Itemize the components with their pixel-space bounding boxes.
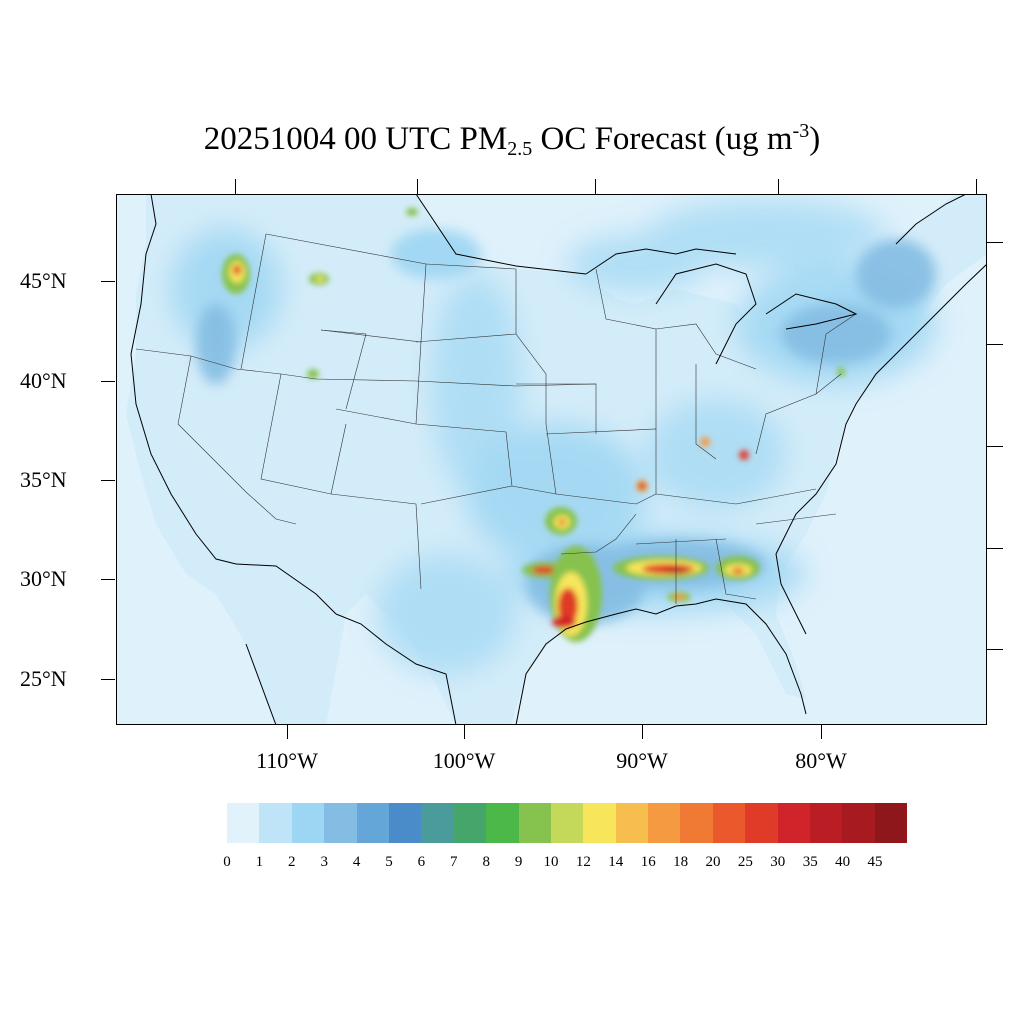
- colorbar-label: 8: [482, 854, 490, 870]
- colorbar-cell: [842, 803, 875, 843]
- colorbar-label: 30: [770, 854, 786, 870]
- hotspot-mississippi: [613, 556, 709, 580]
- hotspot-arkansas: [545, 507, 577, 535]
- colorbar-cell: [518, 803, 551, 843]
- lon-tick: [287, 725, 288, 739]
- right-tick: [987, 242, 1003, 243]
- colorbar-label: 45: [867, 854, 883, 870]
- lat-label-35: 35°N: [20, 467, 67, 492]
- top-tick: [417, 179, 418, 194]
- colorbar-cell: [356, 803, 389, 843]
- colorbar-label: 3: [320, 854, 328, 870]
- lat-tick: [101, 579, 115, 580]
- colorbar-cell: [291, 803, 325, 843]
- colorbar-cell: [421, 803, 454, 843]
- right-tick: [987, 649, 1003, 650]
- lon-label-110w: 110°W: [256, 748, 318, 773]
- colorbar-cell: [453, 803, 487, 843]
- lon-label-90w: 90°W: [616, 748, 668, 773]
- colorbar-cell: [777, 803, 811, 843]
- lat-tick: [101, 480, 115, 481]
- lon-tick: [464, 725, 465, 739]
- colorbar-label: 10: [543, 854, 559, 870]
- colorbar-label: 12: [575, 854, 591, 870]
- lon-label-100w: 100°W: [432, 748, 496, 773]
- lat-label-45: 45°N: [20, 268, 67, 293]
- colorbar-cell: [712, 803, 746, 843]
- hotspot-idaho: [309, 273, 329, 285]
- colorbar-label: 14: [608, 854, 624, 870]
- colorbar-label: 7: [450, 854, 458, 870]
- forecast-map: [116, 193, 988, 726]
- colorbar-cell: [259, 803, 292, 843]
- colorbar-cell: [810, 803, 843, 843]
- colorbar-label: 2: [288, 854, 296, 870]
- right-tick: [987, 344, 1003, 345]
- colorbar-cell: [227, 803, 260, 843]
- colorbar-label: 6: [417, 854, 426, 870]
- colorbar-label: 4: [352, 854, 361, 870]
- coastline: [130, 193, 988, 726]
- hotspot-alabama: [667, 592, 691, 602]
- hotspot-east-texas: [522, 546, 602, 642]
- lat-label-25: 25°N: [20, 666, 67, 691]
- hotspot-tennessee: [636, 480, 648, 492]
- lon-tick: [821, 725, 822, 739]
- map-title: 20251004 00 UTC PM2.5 OC Forecast (ug m-…: [203, 120, 821, 160]
- lat-tick: [101, 381, 115, 382]
- colorbar-cell: [680, 803, 713, 843]
- lon-tick: [642, 725, 643, 739]
- right-tick: [987, 446, 1003, 447]
- colorbar-cell: [874, 803, 908, 843]
- colorbar-label: 9: [514, 854, 523, 870]
- colorbar-label: 20: [705, 854, 721, 870]
- top-tick: [235, 179, 236, 194]
- hotspot-northeast: [406, 208, 845, 377]
- hotspot-georgia: [716, 556, 760, 580]
- colorbar: [227, 803, 908, 843]
- colorbar-label: 0: [223, 854, 231, 870]
- colorbar-label: 16: [640, 854, 656, 870]
- colorbar-label: 18: [673, 854, 689, 870]
- colorbar-cell: [648, 803, 681, 843]
- colorbar-label: 1: [255, 854, 264, 870]
- hotspot-kentucky: [700, 437, 749, 460]
- right-tick: [987, 548, 1003, 549]
- colorbar-cell: [745, 803, 778, 843]
- colorbar-cell: [550, 803, 584, 843]
- colorbar-cell: [583, 803, 616, 843]
- colorbar-label: 25: [737, 854, 753, 870]
- lon-label-80w: 80°W: [795, 748, 847, 773]
- colorbar-cell: [324, 803, 357, 843]
- colorbar-label: 35: [802, 854, 818, 870]
- colorbar-label: 5: [385, 854, 393, 870]
- top-tick: [778, 179, 779, 194]
- hotspot-oregon: [222, 254, 250, 294]
- hotspot-wyoming: [307, 369, 319, 379]
- colorbar-cell: [486, 803, 519, 843]
- colorbar-label: 40: [835, 854, 851, 870]
- map-frame: [116, 194, 987, 725]
- top-tick: [976, 179, 977, 194]
- top-tick: [595, 179, 596, 194]
- lat-tick: [101, 679, 115, 680]
- lat-label-40: 40°N: [20, 368, 67, 393]
- lat-label-30: 30°N: [20, 566, 67, 591]
- lat-tick: [101, 281, 115, 282]
- colorbar-cell: [615, 803, 649, 843]
- colorbar-cell: [388, 803, 422, 843]
- state-boundaries: [135, 233, 857, 604]
